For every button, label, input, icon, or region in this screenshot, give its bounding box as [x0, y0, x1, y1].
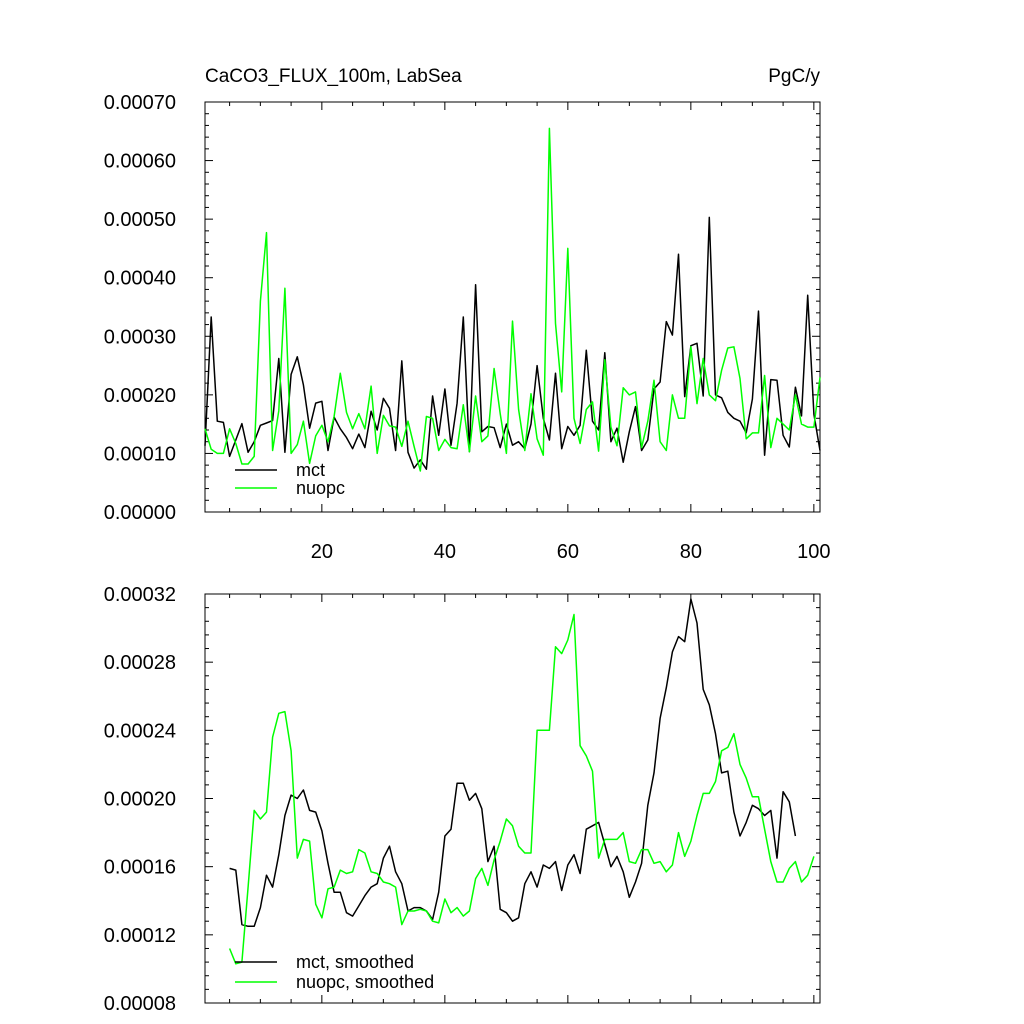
- y-tick-label: 0.00028: [104, 652, 176, 674]
- series-line-mct: [204, 216, 821, 470]
- y-tick-label: 0.00016: [104, 857, 176, 879]
- y-tick-label: 0.00000: [104, 502, 176, 524]
- legend-label: mct: [296, 460, 325, 480]
- legend-label: mct, smoothed: [296, 952, 414, 972]
- x-tick-label: 20: [311, 541, 333, 563]
- x-tick-label: 40: [434, 541, 456, 563]
- units-label: PgC/y: [768, 66, 820, 87]
- y-tick-label: 0.00040: [104, 268, 176, 290]
- plot-frame: [204, 101, 821, 513]
- chart-title: CaCO3_FLUX_100m, LabSea: [205, 66, 462, 87]
- y-tick-label: 0.00008: [104, 993, 176, 1015]
- y-tick-label: 0.00024: [104, 720, 176, 742]
- y-tick-label: 0.00030: [104, 326, 176, 348]
- series-line-nuopc: [204, 127, 821, 472]
- x-tick-label: 80: [680, 541, 702, 563]
- y-tick-label: 0.00070: [104, 92, 176, 114]
- top-panel-raw-flux: 0.00000 0.00010 0.00020 0.00030 0.00040 0.000…: [104, 66, 831, 563]
- x-tick-label: 60: [557, 541, 579, 563]
- y-tick-label: 0.00020: [104, 789, 176, 811]
- y-tick-label: 0.00060: [104, 151, 176, 173]
- legend-label: nuopc: [296, 478, 345, 498]
- y-tick-label: 0.00050: [104, 209, 176, 231]
- legend-label: nuopc, smoothed: [296, 972, 434, 992]
- y-tick-label: 0.00010: [104, 443, 176, 465]
- y-tick-label: 0.00032: [104, 584, 176, 606]
- y-tick-label: 0.00012: [104, 925, 176, 947]
- y-tick-label: 0.00020: [104, 385, 176, 407]
- x-tick-label: 100: [797, 541, 830, 563]
- bottom-panel-smoothed-flux: 0.00008 0.00012 0.00016 0.00020 0.00024 0.000…: [104, 584, 821, 1015]
- series-line-nuopc-smoothed: [228, 613, 815, 965]
- series-line-mct-smoothed: [229, 598, 797, 928]
